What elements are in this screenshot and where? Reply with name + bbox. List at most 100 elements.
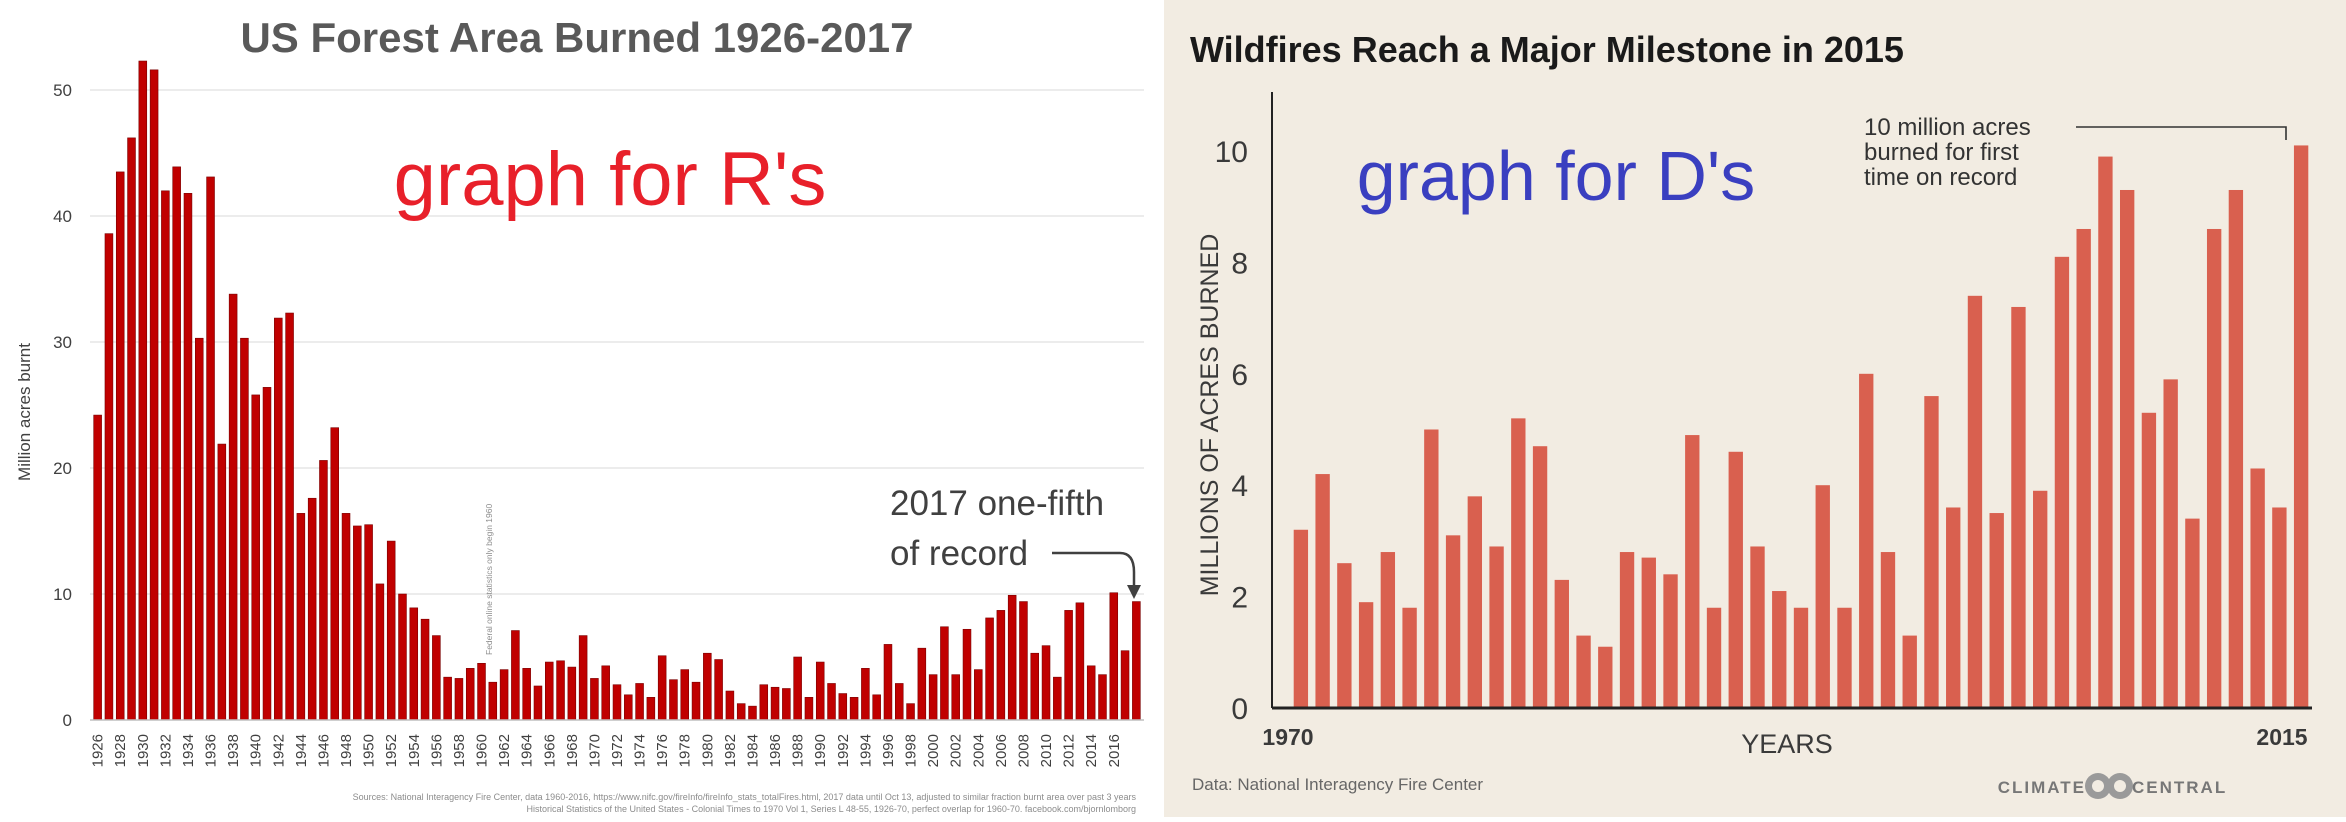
left-bar-2009 (1030, 652, 1039, 721)
left-y-axis-label: Million acres burnt (15, 343, 34, 481)
right-bar-1999 (1924, 396, 1939, 708)
left-bar-1940 (251, 394, 260, 721)
left-bar-1983 (736, 703, 746, 721)
right-bar-1992 (1772, 591, 1787, 708)
left-bar-1955 (420, 618, 430, 721)
right-bar-2003 (2011, 306, 2026, 708)
right-chart-title: Wildfires Reach a Major Milestone in 201… (1190, 29, 1904, 70)
left-bar-1978 (680, 669, 689, 721)
left-y-tick-label: 30 (53, 333, 72, 352)
left-x-tick-label: 1962 (496, 734, 513, 767)
left-vertical-note: Federal online statistics only begin 196… (484, 504, 494, 655)
left-bar-1991 (827, 683, 836, 721)
right-bar-1997 (1880, 552, 1896, 708)
right-overlay-text: graph for D's (1357, 137, 1756, 215)
left-x-tick-label: 1972 (609, 734, 626, 767)
left-x-tick-labels: 1926 1928 1930 1932 1934 1936 1938 1940 1942 1944… (90, 734, 1123, 767)
right-bar-2008 (2119, 189, 2135, 709)
brand-logo-icon (2085, 773, 2133, 799)
right-bar-1980 (1511, 418, 1526, 708)
left-bar-1988 (793, 656, 802, 721)
left-overlay-text: graph for R's (394, 137, 827, 222)
left-bar-2017 (1120, 650, 1130, 721)
left-x-tick-label: 1968 (564, 734, 581, 767)
left-x-tick-label: 1938 (225, 734, 242, 767)
left-bar-2004 (974, 669, 983, 721)
left-bar-1945 (307, 497, 317, 721)
left-bar-1946 (319, 460, 328, 721)
left-bar-1957 (443, 676, 452, 721)
left-x-tick-label: 1932 (157, 734, 174, 767)
left-x-tick-label: 1988 (790, 734, 807, 767)
right-annotation-line: burned for first (1864, 139, 2019, 166)
left-x-tick-label: 1928 (112, 734, 129, 767)
right-bar-2000 (1946, 507, 1961, 708)
right-bar-1970 (1293, 529, 1309, 708)
left-bar-2000 (928, 674, 938, 721)
left-bar-chart: US Forest Area Burned 1926-2017 0 10 20 30 4… (15, 14, 1144, 814)
left-y-tick-label: 0 (63, 711, 72, 730)
left-bar-1979 (691, 681, 701, 721)
left-x-tick-label: 2008 (1015, 734, 1032, 767)
left-x-tick-label: 1950 (361, 734, 378, 767)
left-bar-1954 (409, 607, 419, 721)
left-bar-1990 (815, 661, 825, 721)
left-x-tick-label: 1944 (293, 734, 310, 767)
right-bar-2005 (2054, 256, 2070, 708)
left-x-tick-label: 1984 (744, 734, 761, 767)
left-bar-1944 (296, 513, 306, 721)
left-bar-1939 (240, 337, 249, 721)
left-bar-1992 (838, 693, 848, 721)
right-bar-1971 (1315, 474, 1330, 708)
right-chart-panel: Wildfires Reach a Major Milestone in 201… (1164, 0, 2346, 817)
left-bar-1960 (477, 662, 486, 721)
left-x-tick-label: 1966 (541, 734, 558, 767)
left-bar-1973 (624, 694, 633, 721)
left-bar-1943 (285, 312, 294, 721)
right-y-axis-label: MILLIONS OF ACRES BURNED (1196, 234, 1224, 597)
left-bar-1981 (714, 659, 723, 721)
brand-left-text: CLIMATE (1998, 778, 2086, 797)
left-bar-1932 (161, 190, 170, 721)
right-bar-1975 (1402, 607, 1417, 708)
left-bar-1970 (590, 678, 599, 721)
left-y-tick-label: 50 (53, 81, 72, 100)
right-annotation-leader (2076, 126, 2287, 140)
right-bar-1998 (1902, 635, 1917, 708)
left-bar-1977 (669, 679, 678, 721)
right-bar-2001 (1967, 295, 1983, 708)
left-annotation-line-2: of record (890, 534, 1028, 573)
right-bar-1977 (1445, 535, 1461, 708)
right-annotation-line: time on record (1864, 164, 2017, 191)
left-bar-2016 (1109, 592, 1119, 721)
left-bar-2010 (1041, 645, 1051, 721)
left-annotation-line-1: 2017 one-fifth (890, 484, 1104, 523)
right-bar-1988 (1685, 435, 1700, 708)
right-bar-1972 (1337, 563, 1352, 708)
right-bar-2012 (2206, 228, 2222, 709)
left-bar-1938 (228, 293, 238, 721)
left-bar-1994 (861, 668, 870, 721)
left-bar-1931 (149, 69, 159, 721)
left-x-tick-label: 1942 (270, 734, 287, 767)
left-bar-1975 (646, 697, 656, 721)
right-bar-1995 (1837, 607, 1852, 708)
right-x-end-label: 2015 (2256, 724, 2307, 750)
left-bar-1986 (770, 686, 780, 721)
right-bar-1989 (1706, 607, 1722, 708)
left-x-tick-label: 1926 (90, 734, 107, 767)
left-bar-1976 (657, 655, 667, 721)
right-bar-2004 (2033, 490, 2048, 708)
left-x-tick-label: 2010 (1038, 734, 1055, 767)
left-bar-1951 (375, 583, 385, 721)
left-x-tick-label: 2004 (970, 734, 987, 767)
left-x-tick-label: 1940 (248, 734, 265, 767)
left-x-tick-label: 1964 (519, 734, 536, 767)
left-bars (93, 60, 1141, 721)
left-bar-1998 (906, 703, 915, 721)
left-x-tick-label: 1936 (203, 734, 220, 767)
left-bar-1967 (556, 660, 565, 721)
left-bar-1969 (578, 635, 588, 721)
left-bar-2008 (1019, 601, 1028, 721)
